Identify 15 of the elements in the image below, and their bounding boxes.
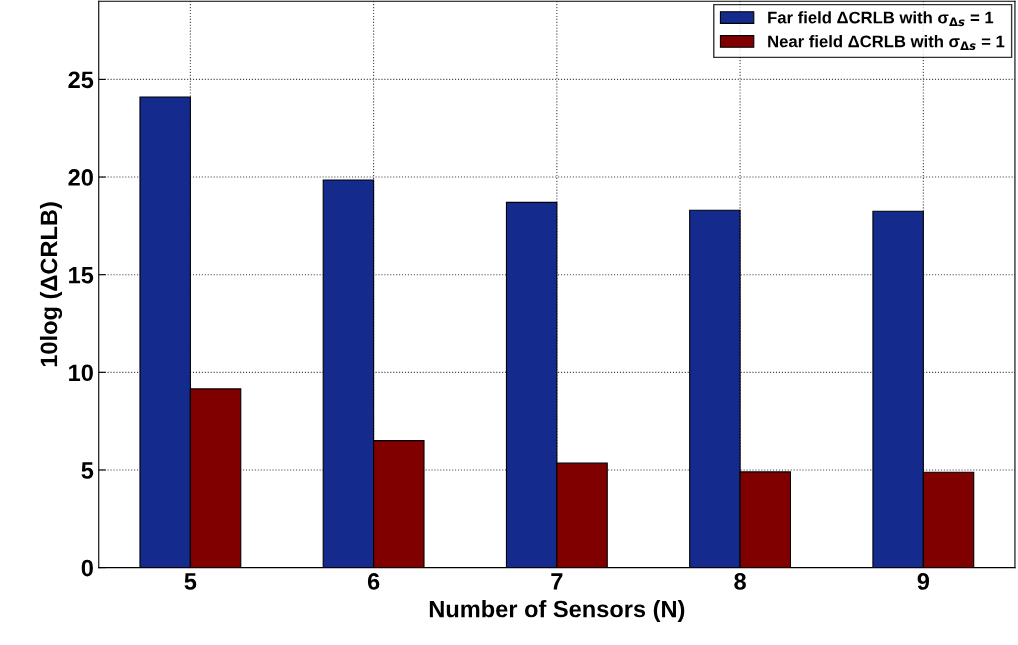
x-tick-label: 7 — [551, 573, 563, 590]
x-tick-label: 5 — [184, 573, 197, 590]
x-tick-label: 8 — [734, 573, 746, 590]
y-axis-title: 10log (ΔCRLB) — [39, 202, 63, 367]
y-tick-label: 5 — [81, 462, 94, 479]
legend-label: Far field ΔCRLB with σ$_{Δs}$ = 1 — [768, 11, 994, 27]
x-tick-label: 9 — [917, 573, 930, 590]
y-tick-label: 15 — [69, 266, 94, 284]
legend-label: Near field ΔCRLB with σ$_{Δs}$ = 1 — [768, 35, 1005, 51]
y-tick-label: 20 — [68, 169, 93, 186]
y-tick-label: 10 — [69, 364, 93, 382]
y-tick-label: 0 — [81, 559, 93, 577]
y-tick-label: 25 — [68, 71, 94, 89]
x-tick-label: 6 — [367, 573, 380, 590]
x-axis-title: Number of Sensors (N) — [429, 600, 685, 623]
